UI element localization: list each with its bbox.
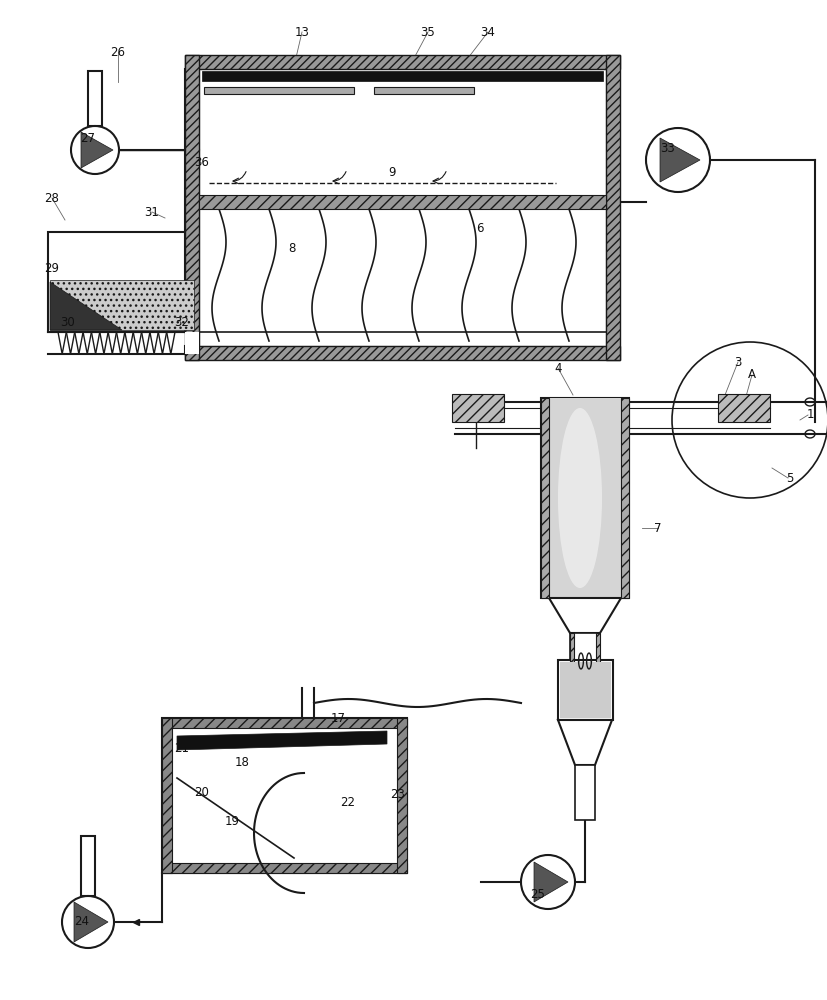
Circle shape	[520, 855, 574, 909]
Bar	[569, 633, 573, 688]
Bar	[569, 633, 600, 688]
Text: 9: 9	[388, 166, 395, 179]
Text: 22: 22	[340, 795, 355, 808]
Text: 1: 1	[805, 408, 813, 422]
Polygon shape	[81, 132, 112, 168]
Polygon shape	[74, 902, 108, 942]
Text: 36: 36	[194, 156, 209, 169]
Polygon shape	[50, 282, 122, 330]
Circle shape	[71, 126, 119, 174]
Bar	[374, 87, 473, 94]
Text: 24: 24	[74, 915, 89, 928]
Bar	[396, 718, 407, 873]
Bar	[595, 633, 600, 688]
Polygon shape	[533, 862, 567, 902]
Bar	[48, 232, 196, 332]
Bar	[605, 55, 619, 360]
Text: 25: 25	[530, 888, 545, 902]
Text: 29: 29	[45, 261, 60, 274]
Text: 32: 32	[174, 316, 189, 328]
Bar	[203, 87, 354, 94]
Text: 26: 26	[110, 46, 126, 59]
Polygon shape	[659, 138, 699, 182]
Bar	[574, 765, 595, 820]
Bar	[717, 394, 769, 422]
Text: 8: 8	[288, 241, 295, 254]
Text: 3: 3	[734, 356, 741, 368]
Circle shape	[645, 128, 709, 192]
Bar	[162, 718, 407, 728]
Text: A: A	[747, 368, 755, 381]
Text: 30: 30	[60, 316, 75, 328]
Text: 33: 33	[660, 142, 675, 155]
Polygon shape	[177, 731, 386, 750]
Bar	[88, 71, 102, 126]
Text: 27: 27	[80, 132, 95, 145]
Bar	[198, 195, 605, 209]
Bar	[559, 662, 610, 718]
Bar	[557, 660, 612, 720]
Bar	[184, 55, 619, 69]
Polygon shape	[557, 720, 611, 765]
Bar	[540, 398, 548, 598]
Bar	[540, 398, 629, 598]
Bar	[162, 863, 407, 873]
Bar	[198, 69, 605, 346]
Bar	[184, 55, 198, 360]
Text: 7: 7	[653, 522, 661, 534]
Text: 5: 5	[786, 472, 793, 485]
Text: 35: 35	[420, 26, 435, 39]
Bar	[452, 394, 504, 422]
Text: 31: 31	[145, 206, 160, 219]
Ellipse shape	[557, 408, 601, 588]
Text: 21: 21	[174, 741, 189, 754]
Polygon shape	[548, 598, 620, 633]
Bar	[81, 836, 95, 896]
Text: 18: 18	[234, 756, 249, 768]
Bar	[162, 718, 407, 873]
Bar	[162, 718, 172, 873]
Text: 17: 17	[330, 711, 345, 724]
Bar	[184, 346, 619, 360]
Bar	[184, 332, 198, 354]
Bar	[548, 398, 620, 598]
Text: 6: 6	[476, 222, 483, 235]
Text: 28: 28	[45, 192, 60, 205]
Text: 4: 4	[553, 361, 561, 374]
Text: 23: 23	[390, 788, 405, 801]
Text: 34: 34	[480, 26, 495, 39]
Bar	[202, 71, 602, 81]
Text: 19: 19	[224, 815, 239, 828]
Bar	[50, 280, 194, 330]
Bar	[620, 398, 629, 598]
Text: 20: 20	[194, 786, 209, 798]
Text: 13: 13	[294, 26, 309, 39]
Circle shape	[62, 896, 114, 948]
